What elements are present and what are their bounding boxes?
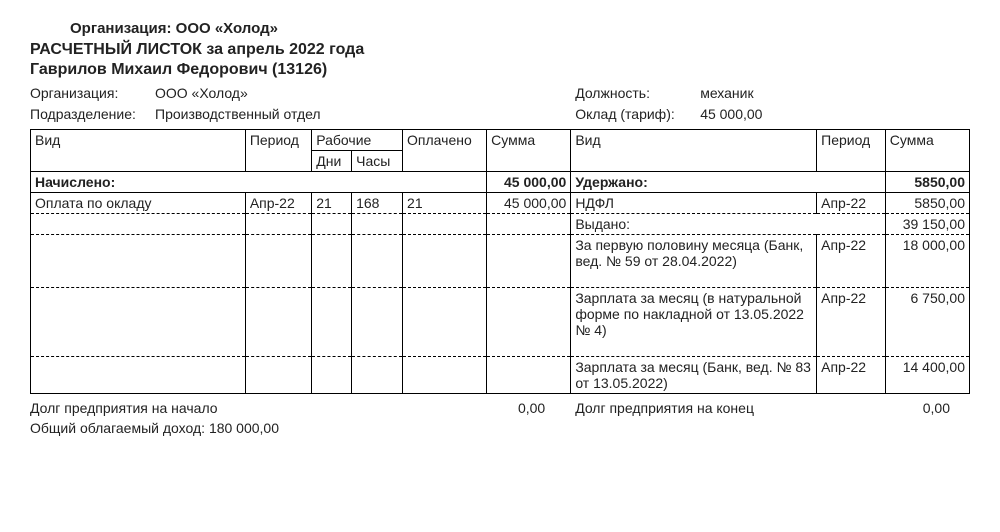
- cell-period-r: Апр-22: [817, 288, 886, 357]
- col-period-left: Период: [245, 130, 311, 172]
- table-row: Оплата по окладу Апр-22 21 168 21 45 000…: [31, 193, 970, 214]
- debt-end-label: Долг предприятия на конец: [575, 400, 857, 416]
- employee-line: Гаврилов Михаил Федорович (13126): [30, 61, 970, 79]
- table-header-row: Вид Период Рабочие Оплачено Сумма Вид Пе…: [31, 130, 970, 151]
- salary-value: 45 000,00: [700, 104, 762, 125]
- table-row: Выдано: 39 150,00: [31, 214, 970, 235]
- cell-paid: 21: [403, 193, 487, 214]
- document-title: РАСЧЕТНЫЙ ЛИСТОК за апрель 2022 года: [30, 41, 970, 59]
- debt-start-value: 0,00: [500, 400, 575, 416]
- org-label: Организация:: [30, 83, 155, 104]
- debt-end-value: 0,00: [857, 400, 970, 416]
- cell-sum-r: 6 750,00: [885, 288, 969, 357]
- org-value: ООО «Холод»: [155, 83, 248, 104]
- col-period-right: Период: [817, 130, 886, 172]
- cell-hours: 168: [352, 193, 403, 214]
- taxable-income: Общий облагаемый доход: 180 000,00: [30, 420, 970, 436]
- cell-period: Апр-22: [245, 193, 311, 214]
- cell-sum-r: 18 000,00: [885, 235, 969, 288]
- issued-label: Выдано:: [571, 214, 885, 235]
- cell-period-r: Апр-22: [817, 357, 886, 394]
- cell-type-r: За первую половину месяца (Банк, вед. № …: [571, 235, 817, 288]
- info-row-1: Организация: ООО «Холод» Должность: меха…: [30, 83, 970, 104]
- debt-start-label: Долг предприятия на начало: [30, 400, 218, 416]
- cell-type: Оплата по окладу: [31, 193, 246, 214]
- totals-row: Начислено: 45 000,00 Удержано: 5850,00: [31, 172, 970, 193]
- cell-period-r: Апр-22: [817, 235, 886, 288]
- cell-type-r: Зарплата за месяц (Банк, вед. № 83 от 13…: [571, 357, 817, 394]
- accrued-label: Начислено:: [31, 172, 487, 193]
- info-row-2: Подразделение: Производственный отдел Ок…: [30, 104, 970, 125]
- dept-label: Подразделение:: [30, 104, 155, 125]
- col-type-right: Вид: [571, 130, 817, 172]
- payslip-table: Вид Период Рабочие Оплачено Сумма Вид Пе…: [30, 129, 970, 394]
- position-value: механик: [700, 83, 753, 104]
- cell-type-r: Зарплата за месяц (в натуральной форме п…: [571, 288, 817, 357]
- cell-period-r: Апр-22: [817, 193, 886, 214]
- col-hours: Часы: [352, 151, 403, 172]
- cell-type-r: НДФЛ: [571, 193, 817, 214]
- dept-value: Производственный отдел: [155, 104, 321, 125]
- col-work: Рабочие: [312, 130, 403, 151]
- table-row: Зарплата за месяц (в натуральной форме п…: [31, 288, 970, 357]
- accrued-total: 45 000,00: [487, 172, 571, 193]
- col-type-left: Вид: [31, 130, 246, 172]
- col-days: Дни: [312, 151, 352, 172]
- table-row: Зарплата за месяц (Банк, вед. № 83 от 13…: [31, 357, 970, 394]
- table-row: За первую половину месяца (Банк, вед. № …: [31, 235, 970, 288]
- col-sum-right: Сумма: [885, 130, 969, 172]
- cell-days: 21: [312, 193, 352, 214]
- withheld-label: Удержано:: [571, 172, 885, 193]
- cell-sum-r: 14 400,00: [885, 357, 969, 394]
- withheld-total: 5850,00: [885, 172, 969, 193]
- salary-label: Оклад (тариф):: [575, 104, 700, 125]
- taxable-value: 180 000,00: [209, 420, 279, 436]
- position-label: Должность:: [575, 83, 700, 104]
- col-sum-left: Сумма: [487, 130, 571, 172]
- taxable-label: Общий облагаемый доход:: [30, 420, 205, 436]
- cell-sum: 45 000,00: [487, 193, 571, 214]
- debt-row: Долг предприятия на начало 0,00 Долг пре…: [30, 400, 970, 416]
- cell-sum-r: 5850,00: [885, 193, 969, 214]
- issued-total: 39 150,00: [885, 214, 969, 235]
- header-organization: Организация: ООО «Холод»: [70, 20, 970, 37]
- col-paid: Оплачено: [403, 130, 487, 172]
